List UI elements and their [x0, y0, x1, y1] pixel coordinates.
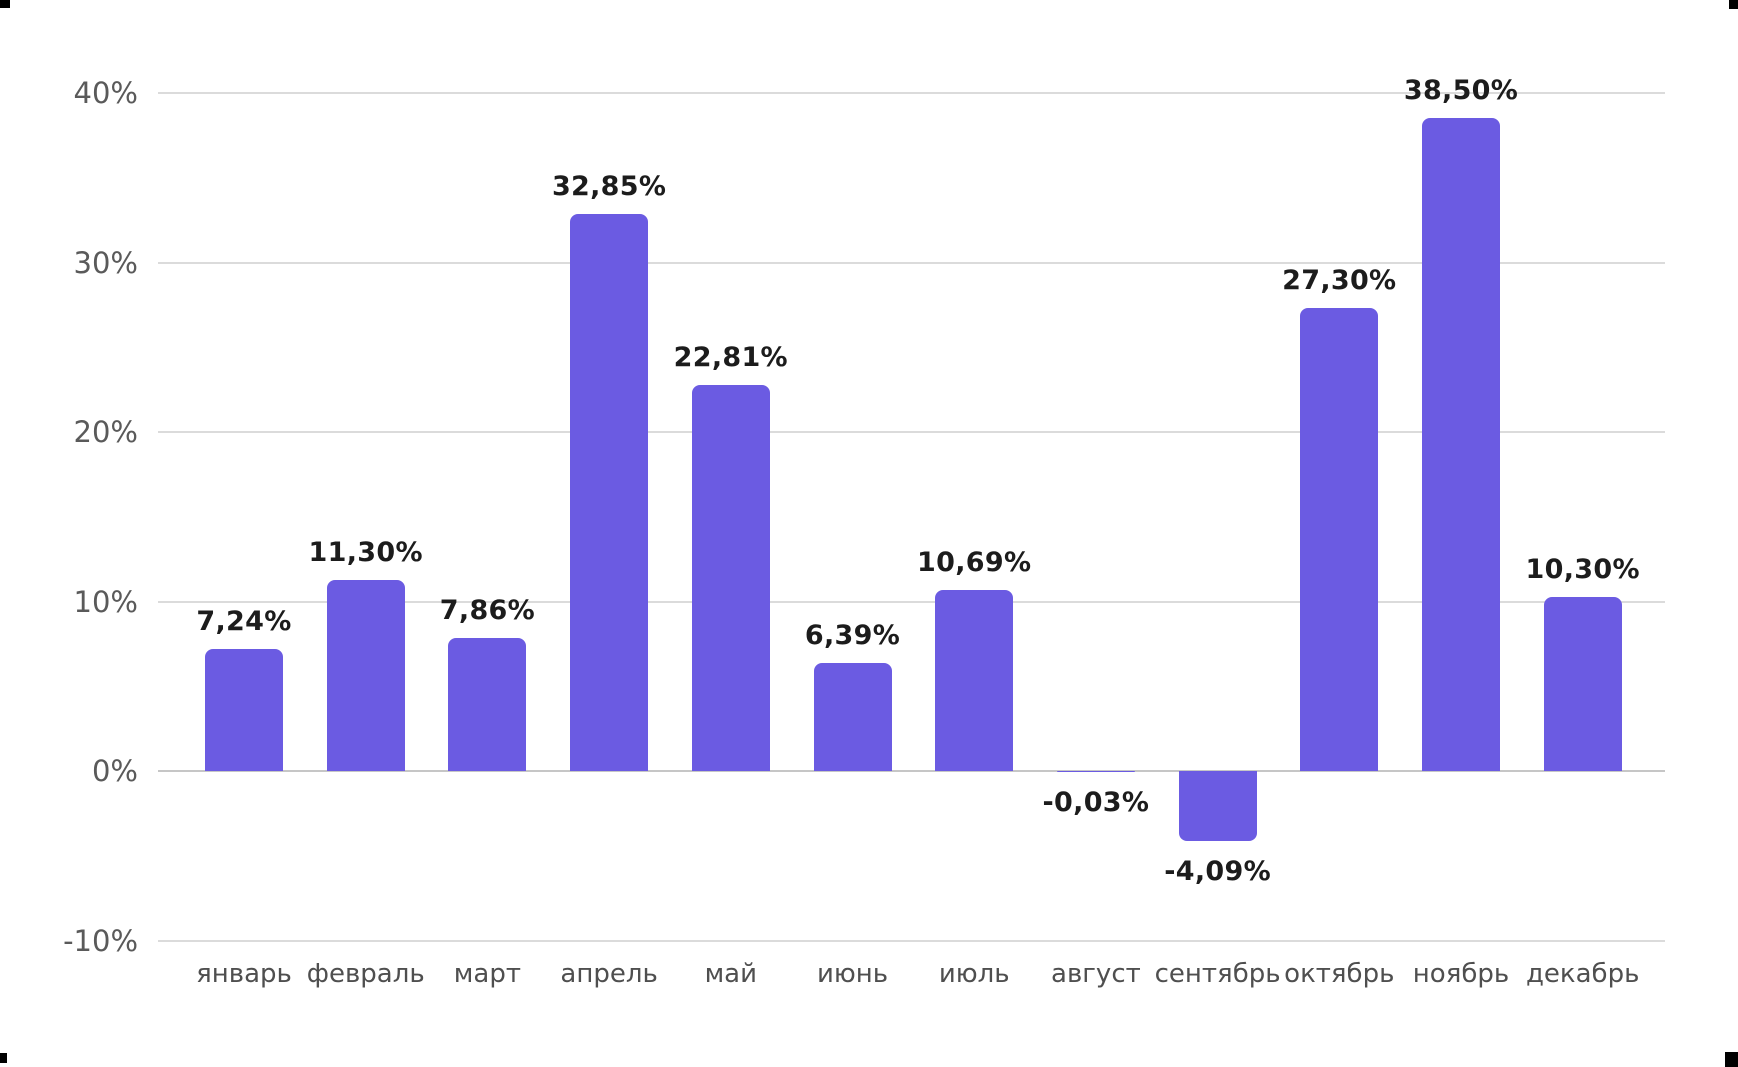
- value-label-sep: -4,09%: [1164, 855, 1271, 887]
- gridline-neg10: [158, 940, 1665, 942]
- gridline-20: [158, 431, 1665, 434]
- bar-apr: [570, 214, 649, 772]
- bar-aug: [1056, 771, 1135, 772]
- x-label-jan: январь: [196, 959, 292, 989]
- x-label-aug: август: [1051, 959, 1141, 989]
- x-label-jul: июль: [938, 959, 1010, 989]
- x-label-may: май: [704, 959, 758, 989]
- y-tick-40: 40%: [73, 76, 138, 110]
- bar-jun: [813, 663, 892, 772]
- x-label-jun: июнь: [816, 959, 889, 989]
- bar-mar: [448, 638, 527, 772]
- gridline-0: [158, 770, 1665, 773]
- x-label-nov: ноябрь: [1412, 959, 1510, 989]
- gridline-40: [158, 92, 1665, 94]
- y-tick-20: 20%: [73, 415, 138, 450]
- crop-mark-top-right: [1729, 0, 1738, 9]
- value-label-aug: -0,03%: [1042, 786, 1150, 818]
- value-label-nov: 38,50%: [1403, 75, 1519, 107]
- value-label-jun: 6,39%: [804, 620, 901, 652]
- y-tick-neg10: -10%: [63, 924, 138, 958]
- value-label-jul: 10,69%: [917, 547, 1032, 579]
- value-label-jan: 7,24%: [196, 605, 292, 637]
- crop-mark-top-left: [0, 0, 10, 8]
- crop-mark-bottom-right: [1725, 1052, 1738, 1067]
- x-label-feb: февраль: [306, 959, 425, 989]
- value-label-feb: 11,30%: [308, 536, 423, 568]
- value-label-dec: 10,30%: [1525, 553, 1640, 585]
- y-tick-30: 30%: [73, 245, 138, 280]
- value-label-may: 22,81%: [673, 341, 788, 373]
- x-label-sep: сентябрь: [1154, 959, 1281, 989]
- value-label-apr: 32,85%: [551, 171, 667, 203]
- bar-jan: [205, 648, 283, 772]
- bar-oct: [1300, 308, 1379, 772]
- bar-jul: [935, 590, 1014, 772]
- x-label-oct: октябрь: [1284, 959, 1395, 989]
- bar-nov: [1422, 118, 1500, 772]
- gridline-30: [158, 261, 1665, 264]
- crop-mark-bottom-left: [0, 1053, 7, 1063]
- y-tick-10: 10%: [73, 584, 138, 619]
- gridline-10: [158, 600, 1665, 603]
- value-label-oct: 27,30%: [1282, 265, 1397, 297]
- x-label-dec: декабрь: [1525, 959, 1640, 989]
- x-label-mar: март: [453, 959, 521, 989]
- value-label-mar: 7,86%: [439, 595, 535, 627]
- bar-may: [691, 384, 770, 772]
- bar-dec: [1543, 596, 1622, 772]
- bar-feb: [326, 579, 405, 772]
- y-tick-0: 0%: [91, 754, 138, 789]
- x-label-apr: апрель: [560, 959, 658, 989]
- bar-sep: [1178, 771, 1257, 841]
